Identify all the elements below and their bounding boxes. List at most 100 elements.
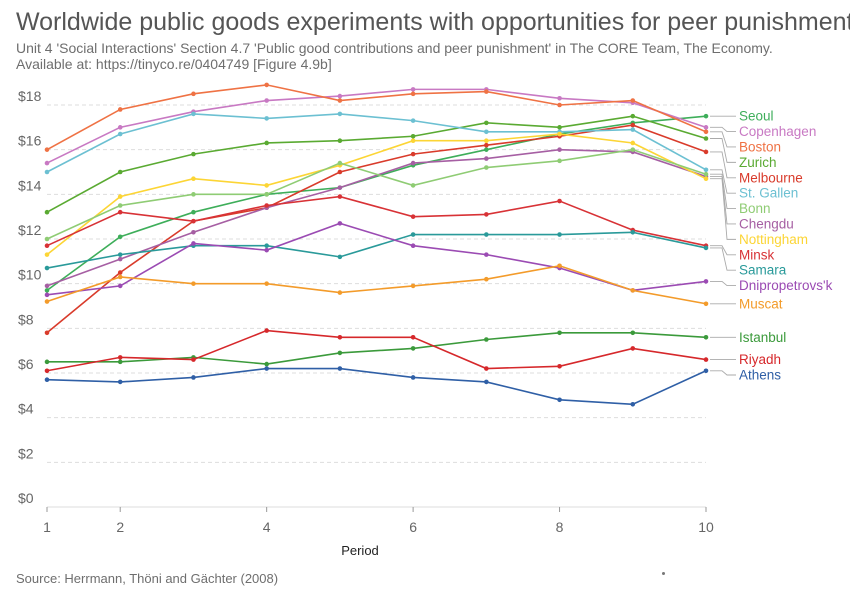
data-point-zurich — [44, 209, 50, 215]
data-point-boston — [630, 98, 636, 103]
y-tick-label: $10 — [18, 267, 42, 283]
series-line-st-gallen — [46, 113, 707, 173]
chart-subtitle: Unit 4 'Social Interactions' Section 4.7… — [16, 40, 773, 72]
data-point-boston — [557, 102, 562, 108]
data-point-riyadh — [410, 334, 416, 340]
series-line-riyadh — [46, 329, 707, 372]
data-point-nottingham — [703, 176, 709, 181]
data-point-nottingham — [264, 183, 269, 188]
data-point-riyadh — [117, 355, 123, 360]
data-point-melbourne — [117, 270, 123, 275]
data-point-copenhagen — [264, 98, 269, 103]
data-point-riyadh — [557, 364, 562, 369]
data-point-samara — [117, 252, 123, 257]
data-point-muscat — [557, 263, 562, 269]
data-point-athens — [557, 397, 562, 403]
y-tick-label: $18 — [18, 88, 42, 104]
data-point-muscat — [264, 281, 269, 286]
data-point-dnipropetrovs-k — [337, 221, 343, 226]
data-point-copenhagen — [557, 96, 562, 101]
data-point-st-gallen — [264, 116, 269, 121]
data-point-muscat — [703, 301, 709, 307]
data-point-dnipropetrovs-k — [191, 241, 196, 246]
data-point-boston — [264, 82, 269, 88]
data-point-melbourne — [630, 122, 636, 128]
data-point-zurich — [337, 138, 343, 144]
series-line-samara — [46, 231, 707, 269]
legend-label-muscat: Muscat — [739, 296, 783, 311]
data-point-bonn — [337, 160, 343, 166]
data-point-muscat — [44, 299, 50, 304]
data-point-chengdu — [557, 147, 562, 152]
data-point-copenhagen — [117, 125, 123, 130]
data-point-chengdu — [484, 156, 489, 161]
legend-label-dnipropetrovs-k: Dnipropetrovs'k — [739, 278, 833, 293]
data-point-minsk — [264, 203, 269, 208]
data-point-melbourne — [337, 169, 343, 175]
legend-label-st-gallen: St. Gallen — [739, 186, 798, 201]
data-point-st-gallen — [117, 131, 123, 137]
data-point-zurich — [117, 169, 123, 175]
data-point-boston — [484, 89, 489, 94]
data-point-muscat — [337, 290, 343, 295]
data-point-riyadh — [484, 366, 489, 371]
y-tick-label: $4 — [18, 401, 34, 417]
legend-leader-nottingham — [710, 178, 736, 240]
series-line-nottingham — [46, 133, 707, 256]
data-point-melbourne — [410, 151, 416, 157]
series-line-bonn — [46, 148, 707, 240]
data-point-dnipropetrovs-k — [703, 279, 709, 284]
data-point-seoul — [703, 113, 709, 119]
legend-leader-dnipropetrovs-k — [710, 280, 736, 287]
data-point-copenhagen — [337, 93, 343, 99]
data-point-st-gallen — [703, 167, 709, 173]
data-point-copenhagen — [703, 125, 709, 130]
legend-label-athens: Athens — [739, 368, 781, 383]
data-point-istanbul — [703, 334, 709, 340]
data-point-boston — [191, 91, 196, 97]
legend-label-melbourne: Melbourne — [739, 170, 803, 185]
decorative-dot — [662, 572, 665, 575]
legend-label-bonn: Bonn — [739, 201, 771, 216]
data-point-chengdu — [44, 283, 50, 289]
data-point-st-gallen — [337, 111, 343, 117]
legend-leader-minsk — [710, 245, 736, 256]
data-point-dnipropetrovs-k — [264, 247, 269, 253]
data-point-seoul — [44, 288, 50, 293]
data-point-riyadh — [703, 357, 709, 362]
series-line-muscat — [46, 264, 707, 305]
series-line-seoul — [46, 115, 707, 292]
series-line-boston — [46, 84, 707, 151]
data-point-riyadh — [44, 368, 50, 374]
chart-title: Worldwide public goods experiments with … — [16, 8, 850, 36]
data-point-nottingham — [484, 138, 489, 144]
data-point-zurich — [484, 120, 489, 126]
legend-leader-bonn — [710, 173, 736, 210]
y-tick-label: $0 — [18, 490, 34, 506]
data-point-samara — [44, 265, 50, 271]
data-point-bonn — [264, 192, 269, 197]
legend-label-istanbul: Istanbul — [739, 330, 786, 345]
data-point-chengdu — [410, 160, 416, 166]
data-point-boston — [117, 107, 123, 112]
legend-label-seoul: Seoul — [739, 109, 774, 124]
series-lines — [44, 82, 709, 407]
x-tick-label: 1 — [43, 519, 51, 535]
data-point-samara — [410, 232, 416, 237]
data-point-bonn — [484, 165, 489, 170]
data-point-st-gallen — [484, 129, 489, 135]
series-line-chengdu — [46, 148, 707, 287]
data-point-seoul — [191, 209, 196, 215]
series-line-zurich — [46, 115, 707, 213]
data-point-boston — [337, 98, 343, 103]
data-point-melbourne — [703, 149, 709, 155]
data-point-copenhagen — [410, 87, 416, 92]
data-point-dnipropetrovs-k — [44, 292, 50, 298]
data-point-st-gallen — [630, 127, 636, 132]
data-point-athens — [410, 375, 416, 380]
data-point-boston — [703, 129, 709, 135]
series-line-copenhagen — [46, 88, 707, 164]
data-point-istanbul — [117, 359, 123, 365]
data-point-riyadh — [337, 334, 343, 340]
legend-label-boston: Boston — [739, 139, 781, 154]
